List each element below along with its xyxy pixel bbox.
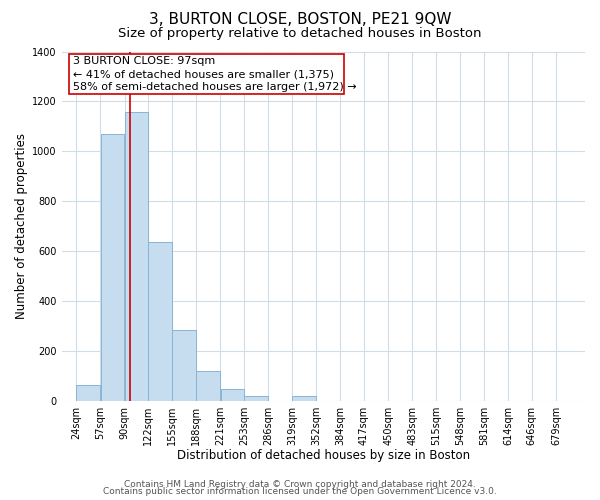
X-axis label: Distribution of detached houses by size in Boston: Distribution of detached houses by size … (177, 450, 470, 462)
Bar (101, 134, 124, 401)
FancyBboxPatch shape (69, 54, 344, 94)
Bar (172, 330, 196, 401)
Text: Size of property relative to detached houses in Boston: Size of property relative to detached ho… (118, 28, 482, 40)
Bar (148, 242, 172, 401)
Bar (125, 112, 148, 401)
Bar (292, 396, 316, 401)
Bar (76, 385, 100, 401)
Text: Contains HM Land Registry data © Crown copyright and database right 2024.: Contains HM Land Registry data © Crown c… (124, 480, 476, 489)
Bar (221, 390, 244, 401)
Text: 3 BURTON CLOSE: 97sqm
← 41% of detached houses are smaller (1,375)
58% of semi-d: 3 BURTON CLOSE: 97sqm ← 41% of detached … (73, 56, 356, 92)
Bar (196, 370, 220, 401)
Text: 3, BURTON CLOSE, BOSTON, PE21 9QW: 3, BURTON CLOSE, BOSTON, PE21 9QW (149, 12, 451, 28)
Y-axis label: Number of detached properties: Number of detached properties (15, 134, 28, 320)
Text: Contains public sector information licensed under the Open Government Licence v3: Contains public sector information licen… (103, 488, 497, 496)
Bar (244, 396, 268, 401)
